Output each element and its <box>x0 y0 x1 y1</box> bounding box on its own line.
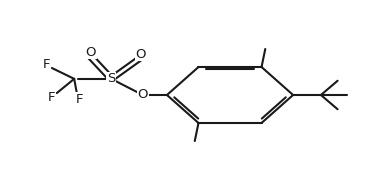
Text: F: F <box>42 58 50 71</box>
Text: S: S <box>107 72 115 85</box>
Text: O: O <box>138 89 148 101</box>
Text: O: O <box>86 46 96 59</box>
Text: O: O <box>136 48 146 61</box>
Text: F: F <box>48 91 55 104</box>
Text: F: F <box>76 93 83 106</box>
